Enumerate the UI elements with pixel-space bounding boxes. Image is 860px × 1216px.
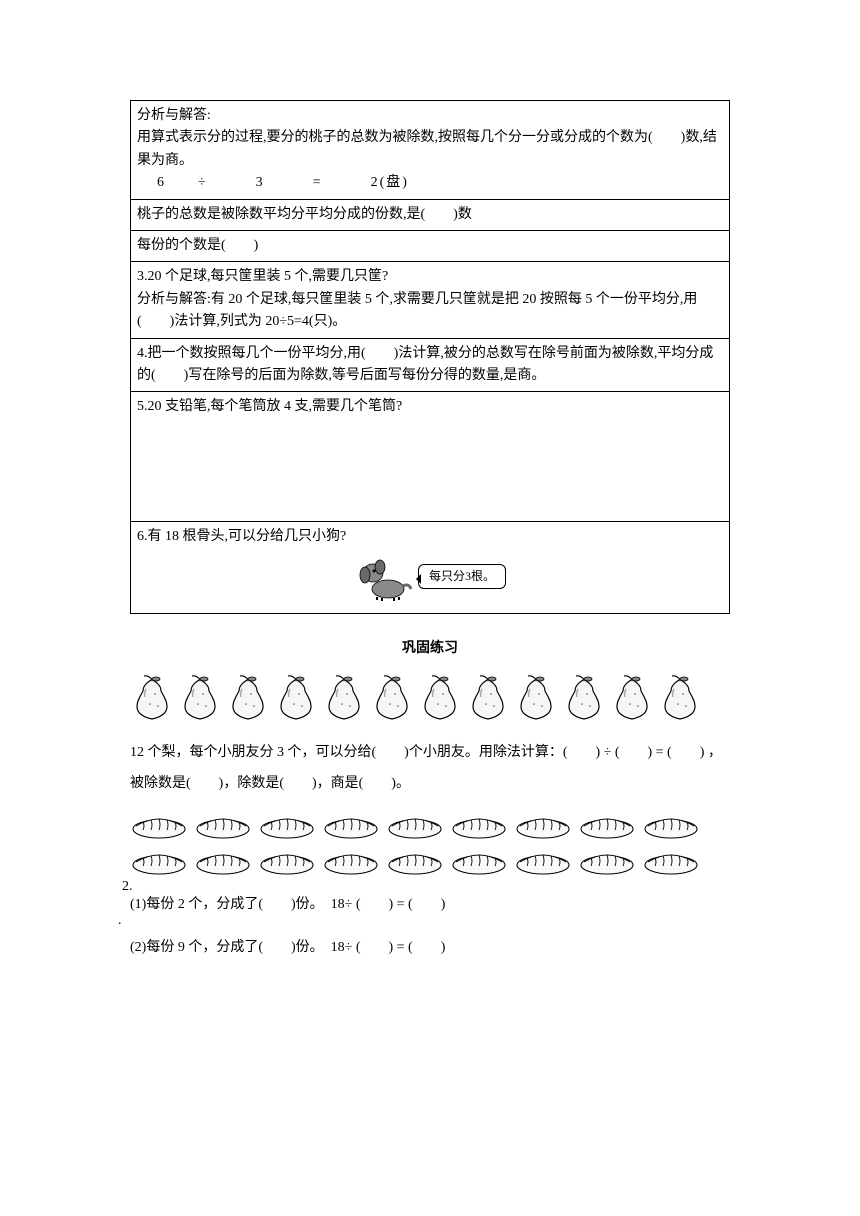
q4-block: 4.把一个数按照每几个一份平均分,用( )法计算,被分的总数写在除号前面为被除数…	[130, 339, 730, 393]
pear-icon	[466, 674, 510, 726]
analysis-label: 分析与解答:	[137, 105, 723, 127]
bread-icon	[578, 814, 636, 840]
bread-icon	[386, 850, 444, 876]
bread-icon	[642, 814, 700, 840]
q5-block: 5.20 支铅笔,每个笔筒放 4 支,需要几个笔筒?	[130, 392, 730, 522]
pear-icon	[514, 674, 558, 726]
practice-q1: 12 个梨，每个小朋友分 3 个，可以分给( )个小朋友。用除法计算：( ) ÷…	[130, 738, 730, 800]
q3-analysis: 分析与解答:有 20 个足球,每只筐里装 5 个,求需要几只筐就是把 20 按照…	[137, 289, 723, 334]
pear-icon	[418, 674, 462, 726]
bread-icon	[386, 814, 444, 840]
bread-icon	[194, 850, 252, 876]
bread-icon	[322, 850, 380, 876]
bread-icon	[130, 850, 188, 876]
pear-icon	[274, 674, 318, 726]
equation: 6 ÷ 3 = 2(盘)	[137, 172, 723, 194]
bread-icon	[450, 814, 508, 840]
bread-icon	[578, 850, 636, 876]
q3-block: 3.20 个足球,每只筐里装 5 个,需要几只筐? 分析与解答:有 20 个足球…	[130, 262, 730, 338]
pear-icon	[610, 674, 654, 726]
bread-icon	[194, 814, 252, 840]
pear-icon	[226, 674, 270, 726]
dog-illustration: 每只分3根。	[137, 549, 723, 609]
bread-icon	[642, 850, 700, 876]
pear-icon	[130, 674, 174, 726]
pear-row	[130, 674, 730, 726]
q6-text: 6.有 18 根骨头,可以分给几只小狗?	[137, 526, 723, 548]
row-dividend: 桃子的总数是被除数平均分平均分成的份数,是( )数	[130, 200, 730, 231]
bread-icon	[130, 814, 188, 840]
pear-icon	[178, 674, 222, 726]
analysis-block: 分析与解答: 用算式表示分的过程,要分的桃子的总数为被除数,按照每几个分一分或分…	[130, 100, 730, 200]
bread-icon	[258, 850, 316, 876]
q6-block: 6.有 18 根骨头,可以分给几只小狗? 每只分3根。	[130, 522, 730, 614]
dog-speech-bubble: 每只分3根。	[418, 564, 506, 589]
pear-icon	[322, 674, 366, 726]
practice-title: 巩固练习	[130, 638, 730, 660]
practice-q2a: (1)每份 2 个，分成了( )份。 18÷ ( ) = ( )	[130, 890, 730, 921]
bread-icon	[322, 814, 380, 840]
bread-grid	[130, 812, 730, 878]
bread-icon	[514, 850, 572, 876]
pear-icon	[658, 674, 702, 726]
bread-icon	[514, 814, 572, 840]
row-each: 每份的个数是( )	[130, 231, 730, 262]
q5-blank	[137, 419, 723, 489]
q5-text: 5.20 支铅笔,每个笔筒放 4 支,需要几个笔筒?	[137, 396, 723, 418]
practice-q2b: (2)每份 9 个，分成了( )份。 18÷ ( ) = ( )	[130, 933, 730, 964]
q3-question: 3.20 个足球,每只筐里装 5 个,需要几只筐?	[137, 266, 723, 288]
analysis-text: 用算式表示分的过程,要分的桃子的总数为被除数,按照每几个分一分或分成的个数为( …	[137, 127, 723, 172]
bread-icon	[258, 814, 316, 840]
worksheet-table: 分析与解答: 用算式表示分的过程,要分的桃子的总数为被除数,按照每几个分一分或分…	[130, 100, 730, 614]
pear-icon	[562, 674, 606, 726]
dog-icon	[354, 553, 416, 601]
pear-icon	[370, 674, 414, 726]
bread-icon	[450, 850, 508, 876]
